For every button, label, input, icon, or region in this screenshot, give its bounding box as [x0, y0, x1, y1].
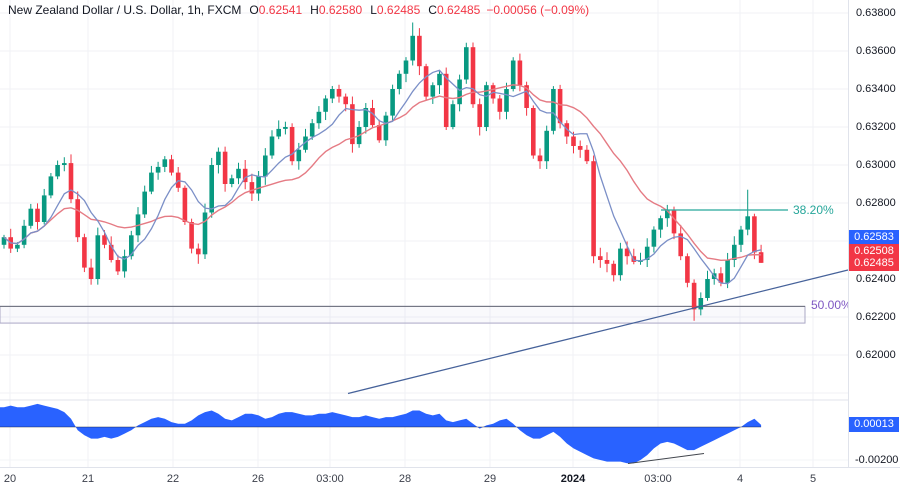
time-axis-label: 22 — [166, 473, 180, 485]
time-axis-label: 28 — [398, 473, 412, 485]
time-axis-label: 03:00 — [644, 473, 672, 485]
symbol-title[interactable]: New Zealand Dollar / U.S. Dollar, 1h, FX… — [8, 3, 242, 17]
ohlc-low: L0.62485 — [370, 3, 421, 17]
time-axis-label: 20 — [3, 473, 17, 485]
ma-fast-line[interactable] — [3, 69, 762, 285]
price-axis-label: 0.63000 — [856, 159, 896, 171]
ma-slow-line[interactable] — [3, 84, 762, 262]
price-axis-label: 0.63400 — [856, 83, 896, 95]
price-trendline[interactable] — [347, 269, 849, 395]
time-axis-label: 5 — [809, 473, 817, 485]
price-axis-label: 0.63200 — [856, 121, 896, 133]
ohlc-open: O0.62541 — [249, 3, 303, 17]
time-axis-label: 03:00 — [316, 473, 344, 485]
ohlc-high: H0.62580 — [310, 3, 363, 17]
time-axis[interactable]: 20 21 22 26 03:00 28 29 2024 03:00 4 5 — [0, 467, 900, 488]
ma-slow-price-badge: 0.62508 — [849, 243, 899, 259]
fib-382-label[interactable]: 38.20% — [793, 203, 834, 218]
candles — [1, 22, 764, 321]
price-axis-label: 0.62800 — [856, 197, 896, 209]
oscillator-trendline[interactable] — [627, 453, 705, 464]
price-axis-label: 0.63800 — [856, 7, 896, 19]
time-axis-label: 21 — [81, 473, 95, 485]
last-price-badge: 0.62485 — [849, 255, 899, 271]
time-axis-label: 2024 — [560, 473, 586, 485]
fib-50-zone[interactable] — [0, 305, 806, 324]
price-axis-label: 0.62400 — [856, 273, 896, 285]
price-axis-label: 0.62200 — [856, 311, 896, 323]
ohlc-close: C0.62485 — [428, 3, 481, 17]
price-axis-label: 0.62000 — [856, 349, 896, 361]
time-axis-label: 26 — [251, 473, 265, 485]
oscillator-area[interactable] — [0, 403, 762, 464]
grid — [0, 0, 848, 467]
fib-50-label[interactable]: 50.00% — [811, 298, 852, 313]
ma-fast-price-badge: 0.62583 — [849, 229, 899, 245]
time-axis-label: 29 — [483, 473, 497, 485]
price-axis-label: 0.63600 — [856, 45, 896, 57]
change-value: −0.00056 (−0.09%) — [486, 3, 590, 17]
chart-legend: New Zealand Dollar / U.S. Dollar, 1h, FX… — [8, 3, 589, 17]
time-axis-label: 4 — [736, 473, 744, 485]
oscillator-axis-label: -0.00200 — [855, 454, 899, 466]
oscillator-value-badge: 0.00013 — [849, 416, 899, 432]
